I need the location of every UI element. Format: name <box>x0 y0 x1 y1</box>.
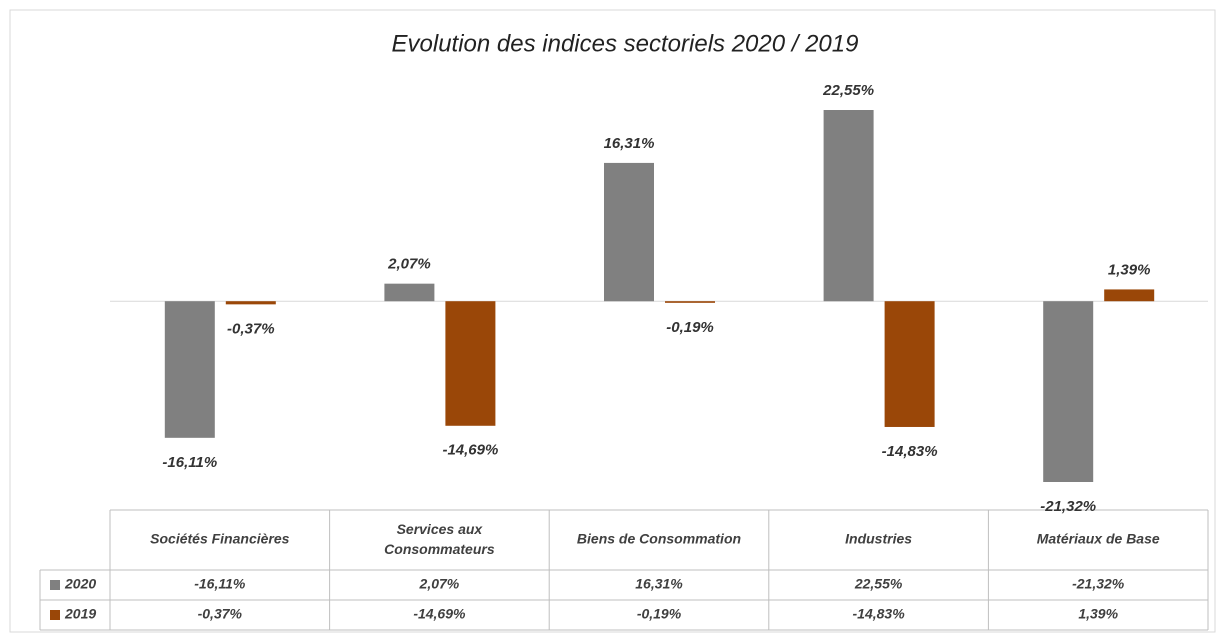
data-label: -14,83% <box>882 443 938 460</box>
bar <box>164 301 215 438</box>
table-cell: 2,07% <box>419 576 460 592</box>
bar <box>823 110 874 302</box>
data-label: -21,32% <box>1040 498 1096 515</box>
data-label: 1,39% <box>1108 261 1151 278</box>
x-tick-label: Industries <box>845 531 912 547</box>
bar <box>384 283 435 302</box>
bar <box>884 301 935 427</box>
data-label: -16,11% <box>162 454 217 471</box>
chart-title: Evolution des indices sectoriels 2020 / … <box>392 30 859 57</box>
table-cell: 1,39% <box>1078 606 1118 622</box>
table-cell: 16,31% <box>635 576 683 592</box>
data-label: -0,37% <box>227 320 275 337</box>
data-label: -14,69% <box>442 442 498 459</box>
bar <box>604 162 654 302</box>
table-cell: -16,11% <box>194 576 246 592</box>
data-label: -0,19% <box>666 319 714 336</box>
bar <box>1104 289 1155 302</box>
table-cell: 22,55% <box>854 576 903 592</box>
x-tick-label: Services aux Consommateurs <box>384 521 495 557</box>
table-cell: -14,69% <box>413 606 466 622</box>
bar <box>225 301 276 305</box>
legend-swatch <box>50 580 60 590</box>
x-tick-label: Matériaux de Base <box>1037 531 1160 547</box>
data-label: 22,55% <box>822 82 874 99</box>
x-tick-label: Sociétés Financières <box>150 531 290 547</box>
table-cell: -0,37% <box>198 606 243 622</box>
table-cell: -14,83% <box>853 606 906 622</box>
table-cell: -21,32% <box>1072 576 1125 592</box>
data-label: 2,07% <box>387 256 431 273</box>
bar <box>445 301 496 426</box>
data-label: 16,31% <box>604 135 655 152</box>
bar <box>665 301 715 303</box>
legend-label: 2019 <box>64 606 96 622</box>
table-cell: -0,19% <box>637 606 682 622</box>
legend-swatch <box>50 610 60 620</box>
x-tick-label: Biens de Consommation <box>577 531 741 547</box>
bar <box>1043 301 1094 482</box>
legend-label: 2020 <box>64 576 96 592</box>
